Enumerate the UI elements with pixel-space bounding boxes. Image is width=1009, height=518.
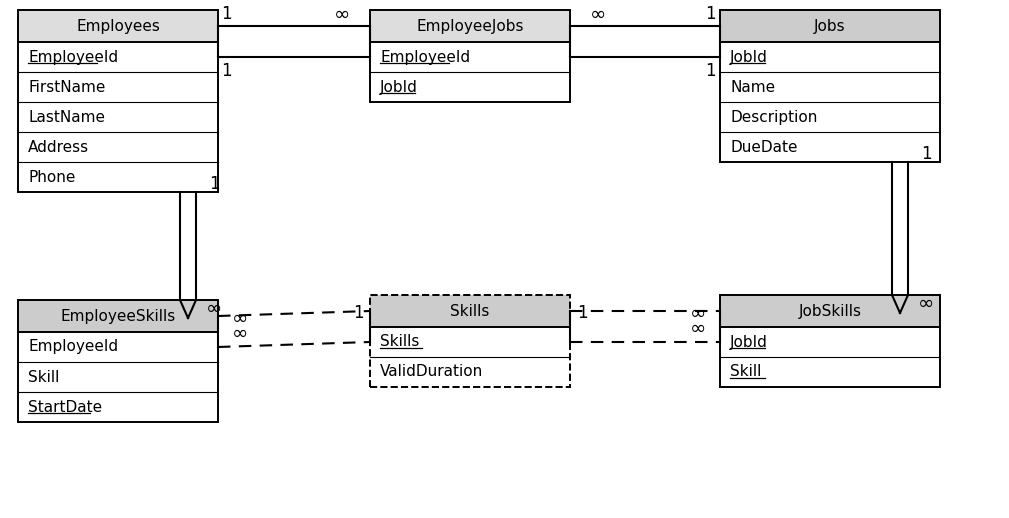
Text: JobId: JobId (730, 335, 768, 350)
Text: ∞: ∞ (590, 5, 606, 23)
Text: 1: 1 (353, 304, 363, 322)
Text: LastName: LastName (28, 109, 105, 124)
Text: DueDate: DueDate (730, 139, 797, 154)
Text: 1: 1 (704, 62, 715, 80)
Text: Jobs: Jobs (814, 19, 846, 34)
Text: Address: Address (28, 139, 89, 154)
Text: Skills: Skills (450, 304, 489, 319)
Text: StartDate: StartDate (28, 399, 102, 414)
Bar (720, 295, 940, 327)
Bar (720, 10, 940, 42)
Bar (18, 10, 218, 192)
Text: 1: 1 (221, 5, 231, 23)
Text: EmployeeId: EmployeeId (28, 339, 118, 354)
Text: FirstName: FirstName (28, 79, 105, 94)
Bar (370, 10, 570, 102)
Text: JobId: JobId (380, 79, 418, 94)
Text: 1: 1 (577, 304, 587, 322)
Text: EmployeeId: EmployeeId (28, 50, 118, 65)
Bar (370, 10, 570, 42)
Bar (720, 42, 940, 162)
Text: JobSkills: JobSkills (798, 304, 862, 319)
Text: 1: 1 (209, 175, 219, 193)
Text: ∞: ∞ (206, 298, 222, 318)
Text: ValidDuration: ValidDuration (380, 365, 483, 380)
Bar (370, 295, 570, 327)
Text: EmployeeSkills: EmployeeSkills (61, 309, 176, 324)
Text: EmployeeJobs: EmployeeJobs (417, 19, 524, 34)
Text: Name: Name (730, 79, 775, 94)
Text: Skill: Skill (28, 369, 60, 384)
Bar (18, 42, 218, 192)
Text: Phone: Phone (28, 169, 76, 184)
Text: JobId: JobId (730, 50, 768, 65)
Text: ∞: ∞ (918, 294, 934, 312)
Text: EmployeeId: EmployeeId (380, 50, 470, 65)
Bar (370, 42, 570, 102)
Bar (18, 300, 218, 332)
Text: ∞: ∞ (232, 324, 248, 342)
Bar (18, 332, 218, 422)
Bar (18, 300, 218, 422)
Bar (370, 327, 570, 387)
Text: 1: 1 (920, 145, 931, 163)
Bar (720, 295, 940, 387)
Text: ∞: ∞ (690, 319, 706, 338)
Text: 1: 1 (704, 5, 715, 23)
Text: Description: Description (730, 109, 817, 124)
Text: ∞: ∞ (334, 5, 350, 23)
Text: Skills: Skills (380, 335, 420, 350)
Bar (720, 10, 940, 162)
Text: ∞: ∞ (232, 309, 248, 327)
Text: Employees: Employees (76, 19, 160, 34)
Bar (720, 327, 940, 387)
Bar (18, 10, 218, 42)
Text: Skill: Skill (730, 365, 762, 380)
Text: ∞: ∞ (690, 304, 706, 323)
Bar (370, 295, 570, 387)
Text: 1: 1 (221, 62, 231, 80)
